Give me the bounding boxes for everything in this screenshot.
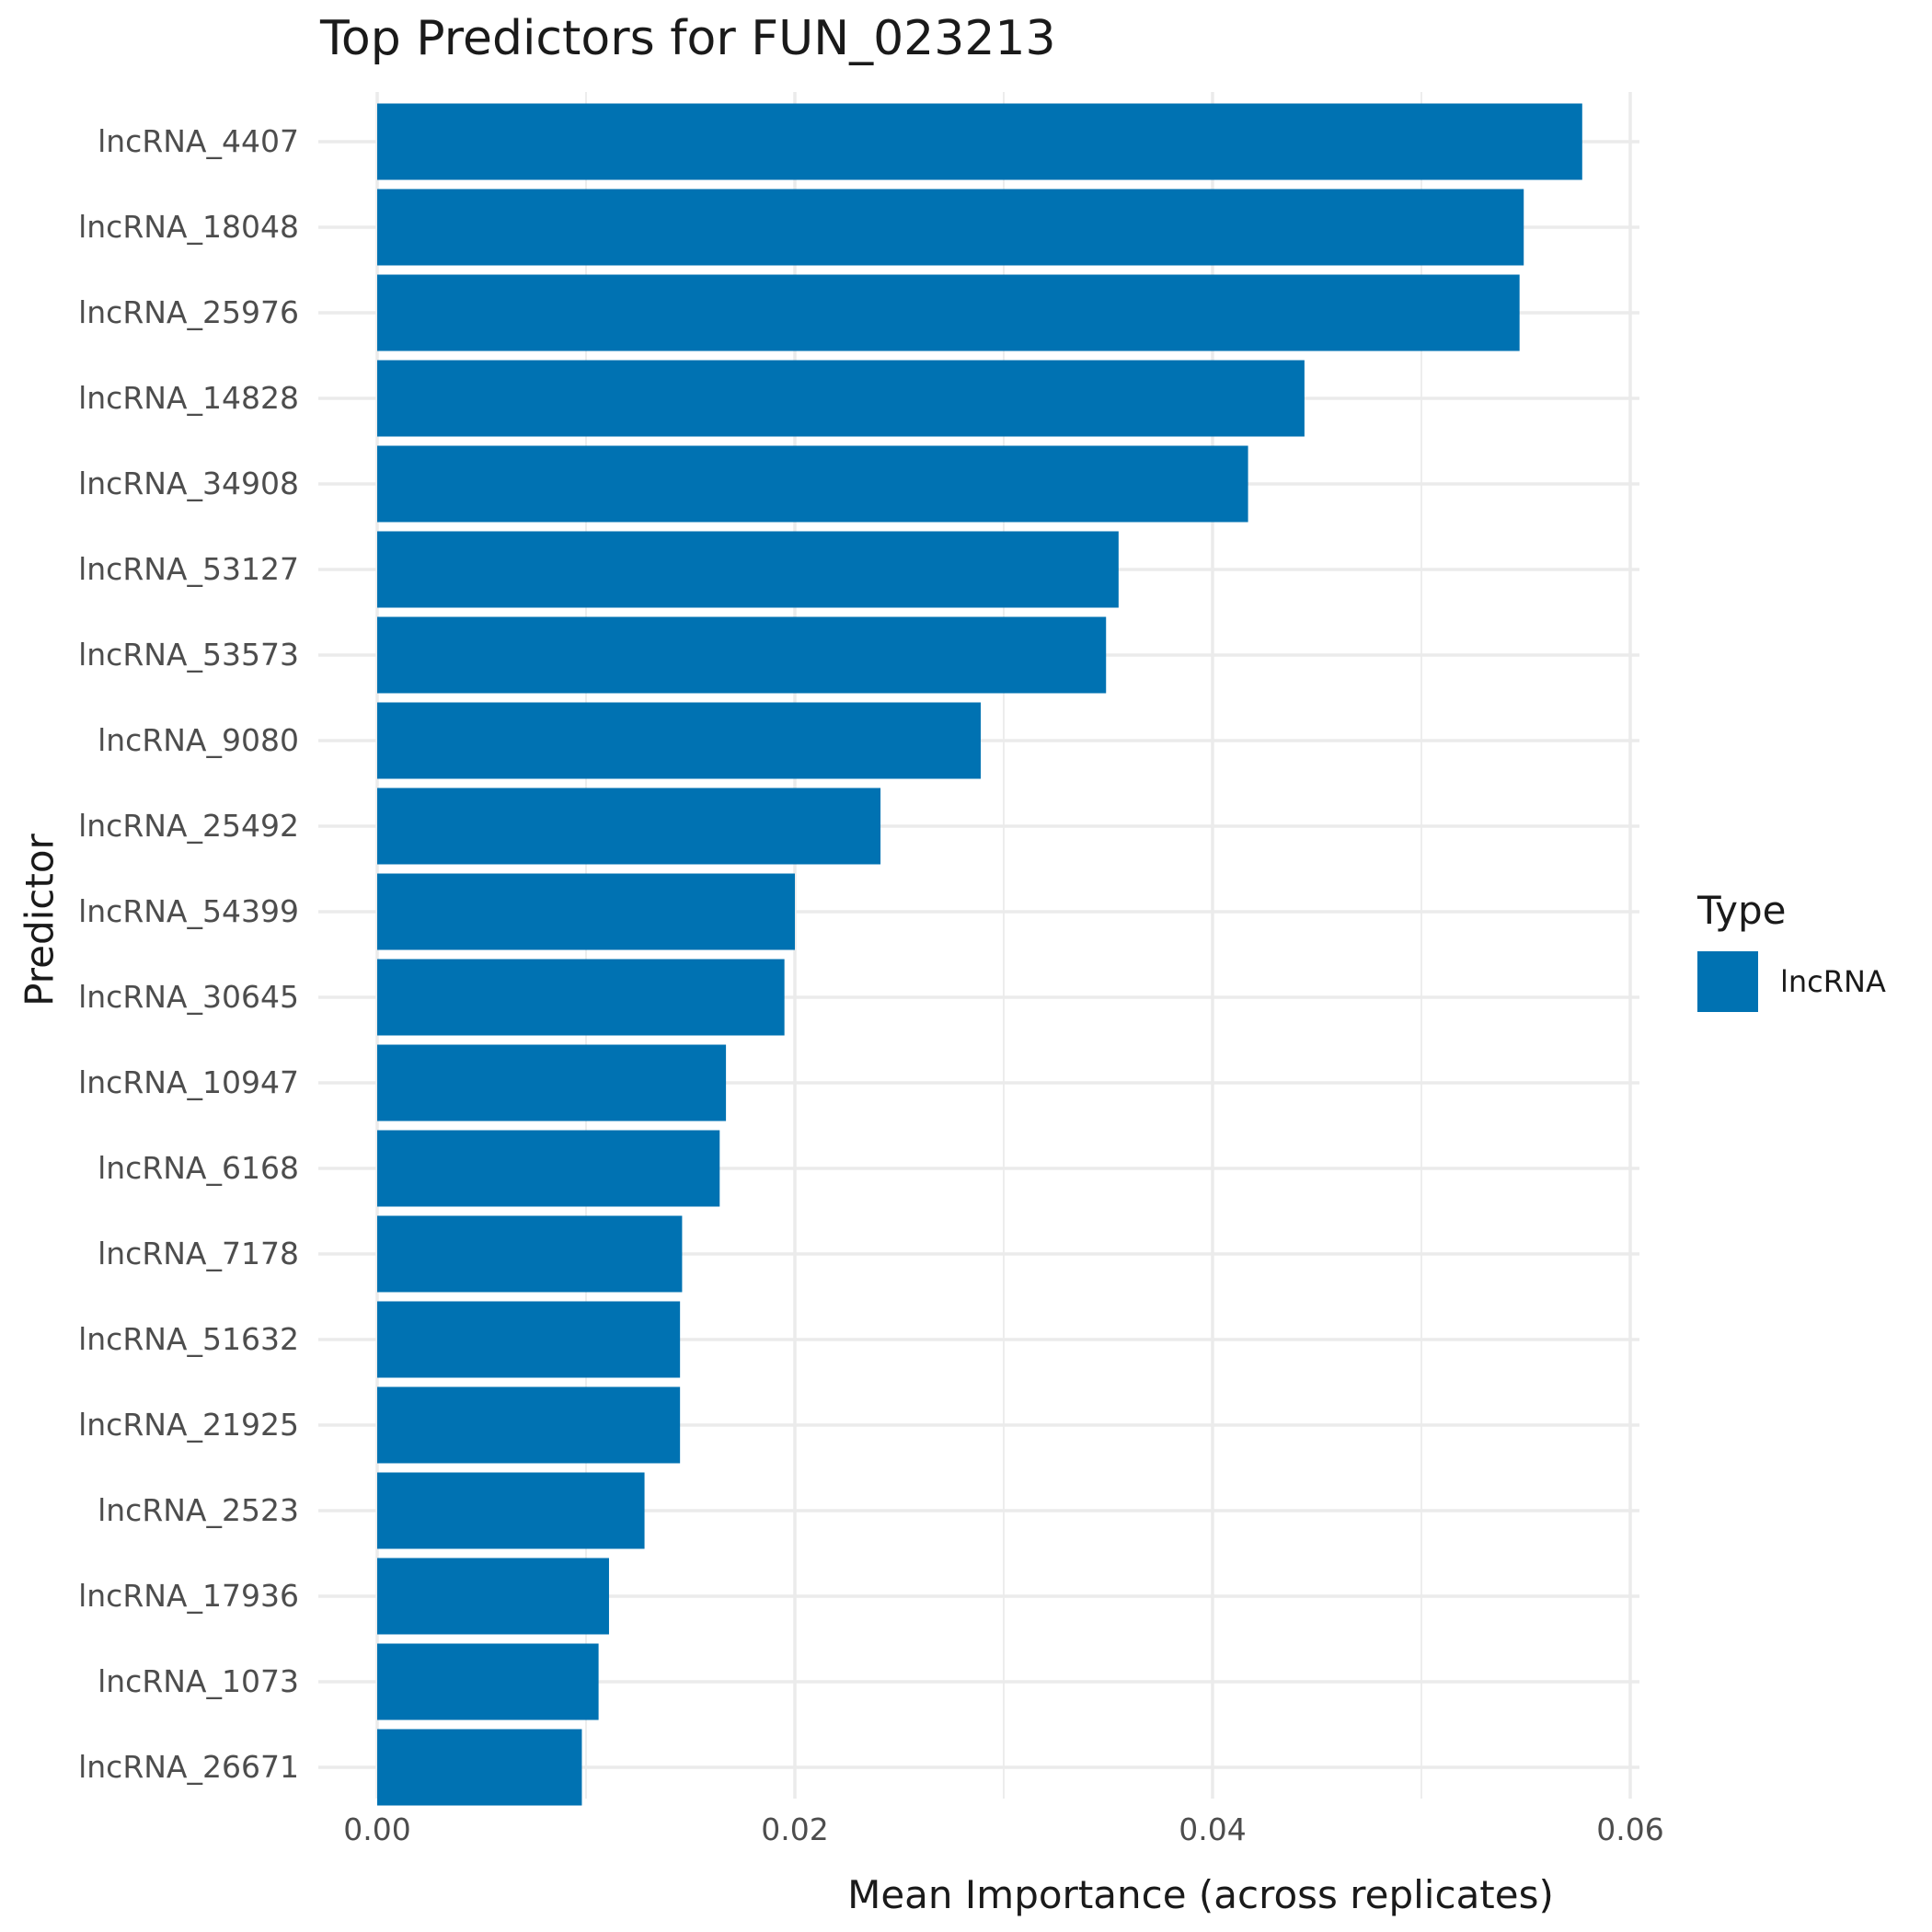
y-tick-label: lncRNA_30645 <box>78 979 299 1015</box>
x-tick-label: 0.02 <box>761 1811 828 1847</box>
legend-entry: lncRNA <box>1697 951 1886 1012</box>
chart-title: Top Predictors for FUN_023213 <box>320 11 1056 66</box>
bar-lncRNA_53127 <box>377 531 1119 608</box>
bar-lncRNA_26671 <box>377 1729 582 1806</box>
legend-label: lncRNA <box>1780 964 1886 999</box>
y-tick-label: lncRNA_18048 <box>78 209 299 245</box>
bar-lncRNA_1073 <box>377 1643 599 1720</box>
bar-lncRNA_4407 <box>377 103 1582 180</box>
y-tick-label: lncRNA_34908 <box>78 466 299 501</box>
y-axis-title-container: Predictor <box>0 0 83 1932</box>
bar-lncRNA_25492 <box>377 788 881 865</box>
y-tick-label: lncRNA_17936 <box>78 1578 299 1614</box>
y-tick-label: lncRNA_25976 <box>78 294 299 330</box>
y-tick-label: lncRNA_7178 <box>98 1236 299 1271</box>
y-tick-label: lncRNA_53127 <box>78 551 299 587</box>
y-axis-title: Predictor <box>17 834 63 1006</box>
y-tick-label: lncRNA_51632 <box>78 1321 299 1357</box>
y-tick-label: lncRNA_10947 <box>78 1064 299 1100</box>
y-tick-label: lncRNA_25492 <box>78 808 299 844</box>
y-tick-label: lncRNA_21925 <box>78 1407 299 1443</box>
bar-lncRNA_18048 <box>377 189 1524 266</box>
bar-lncRNA_10947 <box>377 1044 727 1121</box>
legend: Type lncRNA <box>1697 888 1886 1012</box>
y-tick-label: lncRNA_4407 <box>98 123 299 159</box>
x-tick-label: 0.04 <box>1179 1811 1246 1847</box>
bar-lncRNA_21925 <box>377 1386 681 1464</box>
bar-lncRNA_54399 <box>377 873 795 950</box>
y-tick-label: lncRNA_9080 <box>98 722 299 758</box>
bar-lncRNA_7178 <box>377 1215 683 1293</box>
bar-lncRNA_30645 <box>377 959 785 1036</box>
y-tick-label: lncRNA_14828 <box>78 380 299 416</box>
y-tick-labels: lncRNA_4407 lncRNA_18048 lncRNA_25976 lncRN… <box>78 123 299 1785</box>
y-tick-label: lncRNA_6168 <box>98 1150 299 1186</box>
y-tick-label: lncRNA_26671 <box>78 1749 299 1785</box>
x-tick-labels: 0.00 0.02 0.04 0.06 <box>343 1811 1663 1847</box>
x-axis-title: Mean Importance (across replicates) <box>847 1872 1554 1917</box>
y-tick-label: lncRNA_2523 <box>98 1492 299 1528</box>
bar-lncRNA_53573 <box>377 616 1107 694</box>
y-tick-label: lncRNA_54399 <box>78 893 299 929</box>
bars <box>377 103 1582 1806</box>
bar-lncRNA_17936 <box>377 1558 609 1635</box>
legend-swatch <box>1697 951 1758 1012</box>
y-tick-label: lncRNA_53573 <box>78 637 299 673</box>
bar-lncRNA_25976 <box>377 274 1520 351</box>
x-tick-label: 0.00 <box>343 1811 410 1847</box>
bar-lncRNA_14828 <box>377 360 1305 437</box>
y-tick-label: lncRNA_1073 <box>98 1663 299 1699</box>
bar-lncRNA_6168 <box>377 1130 720 1207</box>
x-tick-label: 0.06 <box>1596 1811 1663 1847</box>
bar-lncRNA_34908 <box>377 445 1248 523</box>
legend-title: Type <box>1697 888 1787 933</box>
bar-lncRNA_9080 <box>377 702 982 779</box>
bar-lncRNA_2523 <box>377 1472 645 1549</box>
bar-lncRNA_51632 <box>377 1301 681 1378</box>
